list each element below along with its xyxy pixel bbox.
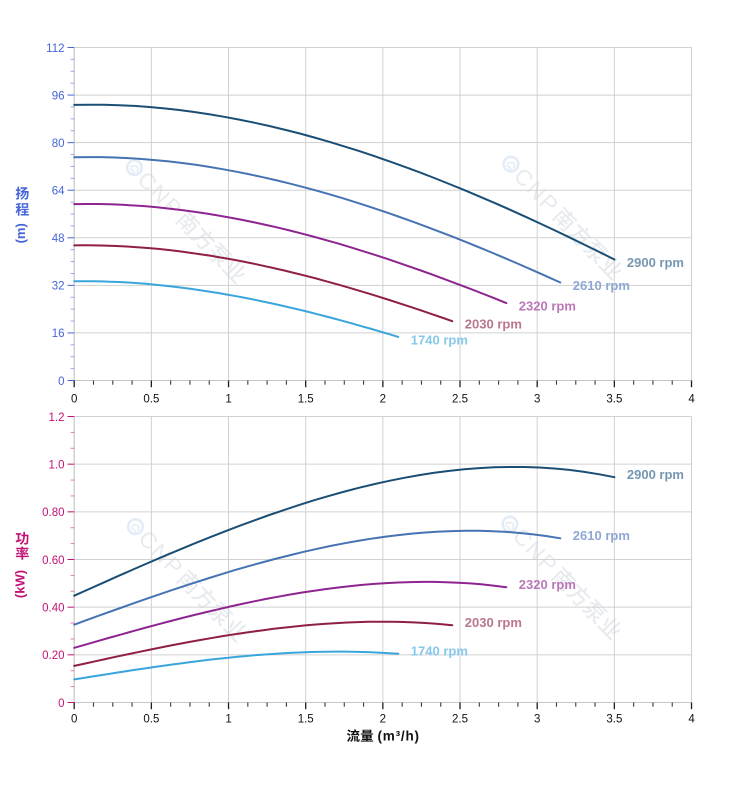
svg-text:32: 32 bbox=[52, 281, 65, 293]
svg-text:4: 4 bbox=[688, 714, 695, 726]
svg-text:2.5: 2.5 bbox=[452, 393, 468, 405]
svg-text:3: 3 bbox=[534, 393, 540, 405]
svg-text:(m): (m) bbox=[13, 223, 28, 243]
svg-text:16: 16 bbox=[52, 328, 65, 340]
svg-text:1.5: 1.5 bbox=[298, 714, 314, 726]
svg-text:0.40: 0.40 bbox=[42, 603, 64, 615]
svg-text:0: 0 bbox=[71, 714, 77, 726]
svg-text:1740 rpm: 1740 rpm bbox=[411, 644, 468, 659]
svg-text:112: 112 bbox=[46, 43, 64, 55]
svg-text:3.5: 3.5 bbox=[606, 393, 622, 405]
svg-text:0: 0 bbox=[71, 393, 77, 405]
svg-text:1.2: 1.2 bbox=[49, 412, 65, 424]
svg-text:2320 rpm: 2320 rpm bbox=[519, 299, 576, 314]
svg-text:48: 48 bbox=[52, 233, 65, 245]
svg-text:0: 0 bbox=[58, 376, 64, 388]
svg-text:2: 2 bbox=[380, 714, 386, 726]
svg-text:2900 rpm: 2900 rpm bbox=[627, 255, 684, 270]
svg-text:2610 rpm: 2610 rpm bbox=[573, 278, 630, 293]
svg-text:2030 rpm: 2030 rpm bbox=[465, 615, 522, 630]
svg-text:4: 4 bbox=[688, 393, 695, 405]
svg-text:(kW): (kW) bbox=[12, 570, 27, 598]
svg-text:1.5: 1.5 bbox=[298, 393, 314, 405]
svg-text:96: 96 bbox=[52, 90, 65, 102]
svg-text:0: 0 bbox=[58, 698, 64, 710]
svg-text:2900 rpm: 2900 rpm bbox=[627, 467, 684, 482]
svg-text:0.5: 0.5 bbox=[143, 714, 159, 726]
svg-text:0.80: 0.80 bbox=[42, 507, 64, 519]
svg-text:64: 64 bbox=[52, 186, 65, 198]
svg-text:1.0: 1.0 bbox=[49, 460, 65, 472]
svg-text:0.20: 0.20 bbox=[42, 650, 64, 662]
svg-text:0.60: 0.60 bbox=[42, 555, 64, 567]
svg-text:1: 1 bbox=[225, 393, 231, 405]
svg-text:2.5: 2.5 bbox=[452, 714, 468, 726]
svg-text:1: 1 bbox=[225, 714, 231, 726]
svg-text:3: 3 bbox=[534, 714, 540, 726]
svg-text:3.5: 3.5 bbox=[606, 714, 622, 726]
svg-text:2: 2 bbox=[380, 393, 386, 405]
svg-text:2030 rpm: 2030 rpm bbox=[465, 317, 522, 332]
svg-text:2320 rpm: 2320 rpm bbox=[519, 577, 576, 592]
svg-text:(m³/h): (m³/h) bbox=[378, 729, 420, 744]
svg-text:0.5: 0.5 bbox=[143, 393, 159, 405]
svg-text:2610 rpm: 2610 rpm bbox=[573, 528, 630, 543]
svg-text:80: 80 bbox=[52, 138, 65, 150]
svg-text:1740 rpm: 1740 rpm bbox=[411, 332, 468, 347]
